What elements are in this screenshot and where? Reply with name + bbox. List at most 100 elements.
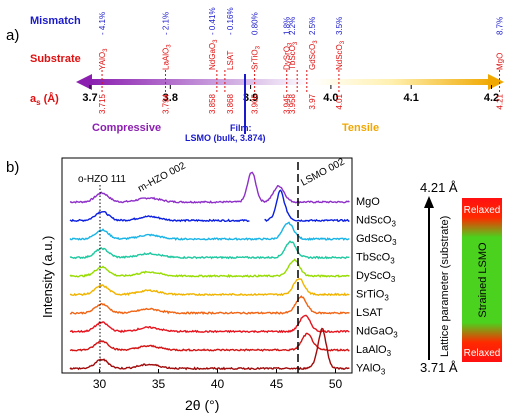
lattice-top-value: 4.21 Å [420,180,458,195]
trace-label: SrTiO3 [356,289,389,303]
substrate-mismatch: - 4.1% [98,12,107,35]
substrate-name: GdScO3 [308,40,319,70]
strain-bar [462,198,502,362]
trace-label-sub: 3 [387,349,392,358]
substrate-mismatch: 1.8% [283,17,292,35]
trace-label-sub: 3 [381,368,386,377]
trace-label-sub: 3 [393,331,398,340]
substrate-name-text: TbScO [288,45,297,70]
xrd-trace [69,295,350,315]
lattice-axis-ticks: 3.7 3.8 3.9 4.0 4.1 4.2 [82,85,499,104]
xrd-trace [69,314,350,334]
substrate-value: 3.715 [98,93,107,114]
lattice-arrow-left-head [76,74,92,90]
lattice-row-unit: (Å) [44,92,60,105]
x-tick-label: 40 [211,377,225,391]
substrate-name-text: MgO [496,53,505,70]
lattice-tick-label: 3.7 [82,92,97,104]
substrate-mismatch: 3.5% [335,17,344,35]
trace-label-sub: 3 [390,257,395,266]
xrd-traces [69,171,350,371]
substrate-name-sub: 3 [293,41,299,45]
x-tick-label: 35 [152,377,166,391]
substrate-value: 4.21 [496,93,505,109]
lattice-side-arrow-head [424,196,434,208]
m-hzo-label: m-HZO 002 [136,160,188,194]
trace-label-sub: 3 [391,275,396,284]
lattice-side-label: Lattice parameter (substrate) [439,216,451,357]
substrate-name: SrTiO3 [251,45,262,70]
substrate-name-text: YAlO [98,52,107,70]
substrate-name-text: NdScO [335,44,344,70]
substrate-name-text: SrTiO [251,49,260,70]
substrate-name-text: DySrO [283,46,292,70]
trace-label-text: DyScO [356,270,391,282]
y-axis-label: Intensity (a.u.) [40,236,55,318]
lattice-arrow-right-head [488,74,504,90]
trace-labels: MgONdScO3GdScO3TbScO3DyScO3SrTiO3LSATNdG… [356,196,398,377]
trace-label-sub: 3 [384,294,389,303]
substrate-name-text: LSAT [226,50,235,70]
relaxed-top-label: Relaxed [464,205,501,216]
lsmo-peak-label: LSMO 002 [299,156,347,188]
substrate-name-text: GdScO [308,44,317,70]
panel-b-label: b) [6,159,19,176]
substrate-mismatch: 0.80% [251,12,260,35]
substrate-name: LaAlO3 [161,44,172,70]
substrate-name: DySrO3 [283,42,294,70]
trace-label: MgO [356,196,380,208]
trace-label: LaAlO3 [356,344,392,358]
lattice-bottom-value: 3.71 Å [420,360,458,375]
substrate-value: 3.905 [251,93,260,114]
lattice-row-symbol: a [30,93,37,105]
trace-label-sub: 3 [391,220,396,229]
trace-label-text: LSAT [356,307,383,319]
film-label: Film: [230,123,252,133]
substrate-name-sub: 3 [256,45,262,49]
xrd-trace [69,258,350,279]
trace-label-text: GdScO [356,233,393,245]
substrate-mismatch: - 0.16% [226,7,235,35]
substrate-name: NdGaO3 [208,39,219,70]
substrate-value: 3.97 [308,93,317,109]
substrate-row-label: Substrate [30,53,81,65]
trace-label-text: LaAlO [356,344,387,356]
panel-a-label: a) [6,27,19,44]
substrate-mismatch: 8.7% [496,17,505,35]
substrate-name-sub: 3 [288,42,294,46]
trace-label-sub: 3 [392,238,397,247]
xrd-trace [69,189,350,223]
xrd-trace [69,278,350,297]
substrate-name: NdScO3 [335,40,346,70]
trace-label-text: MgO [356,196,380,208]
x-tick-label: 30 [93,377,107,391]
o-hzo-label: o-HZO 111 [78,174,126,185]
x-axis-label: 2θ (°) [185,397,219,413]
trace-label-text: SrTiO [356,289,385,301]
xrd-trace [69,332,350,352]
trace-label: DyScO3 [356,270,396,284]
lattice-tick-label: 3.8 [163,92,178,104]
substrate-value: 3.858 [208,93,217,114]
substrate-name: MgO [496,53,505,70]
xrd-trace [69,171,350,204]
substrate-name: YAlO3 [98,48,109,70]
x-tick-label: 50 [329,377,343,391]
trace-label-text: YAlO [356,363,381,375]
lattice-tick-label: 4.1 [404,92,419,104]
substrate-value: 3.868 [226,93,235,114]
substrate-name-sub: 3 [340,40,346,44]
substrate-name-sub: 3 [313,40,319,44]
substrate-name-text: LaAlO [161,48,170,70]
trace-label: NdGaO3 [356,326,398,340]
relaxed-bottom-label: Relaxed [464,348,501,359]
trace-label-text: TbScO [356,252,391,264]
lattice-tick-label: 3.9 [243,92,258,104]
tensile-label: Tensile [342,122,379,134]
plot-frame [61,157,353,374]
x-tick-label: 45 [270,377,284,391]
substrate-name: TbScO3 [288,41,299,70]
trace-label: YAlO3 [356,363,386,377]
